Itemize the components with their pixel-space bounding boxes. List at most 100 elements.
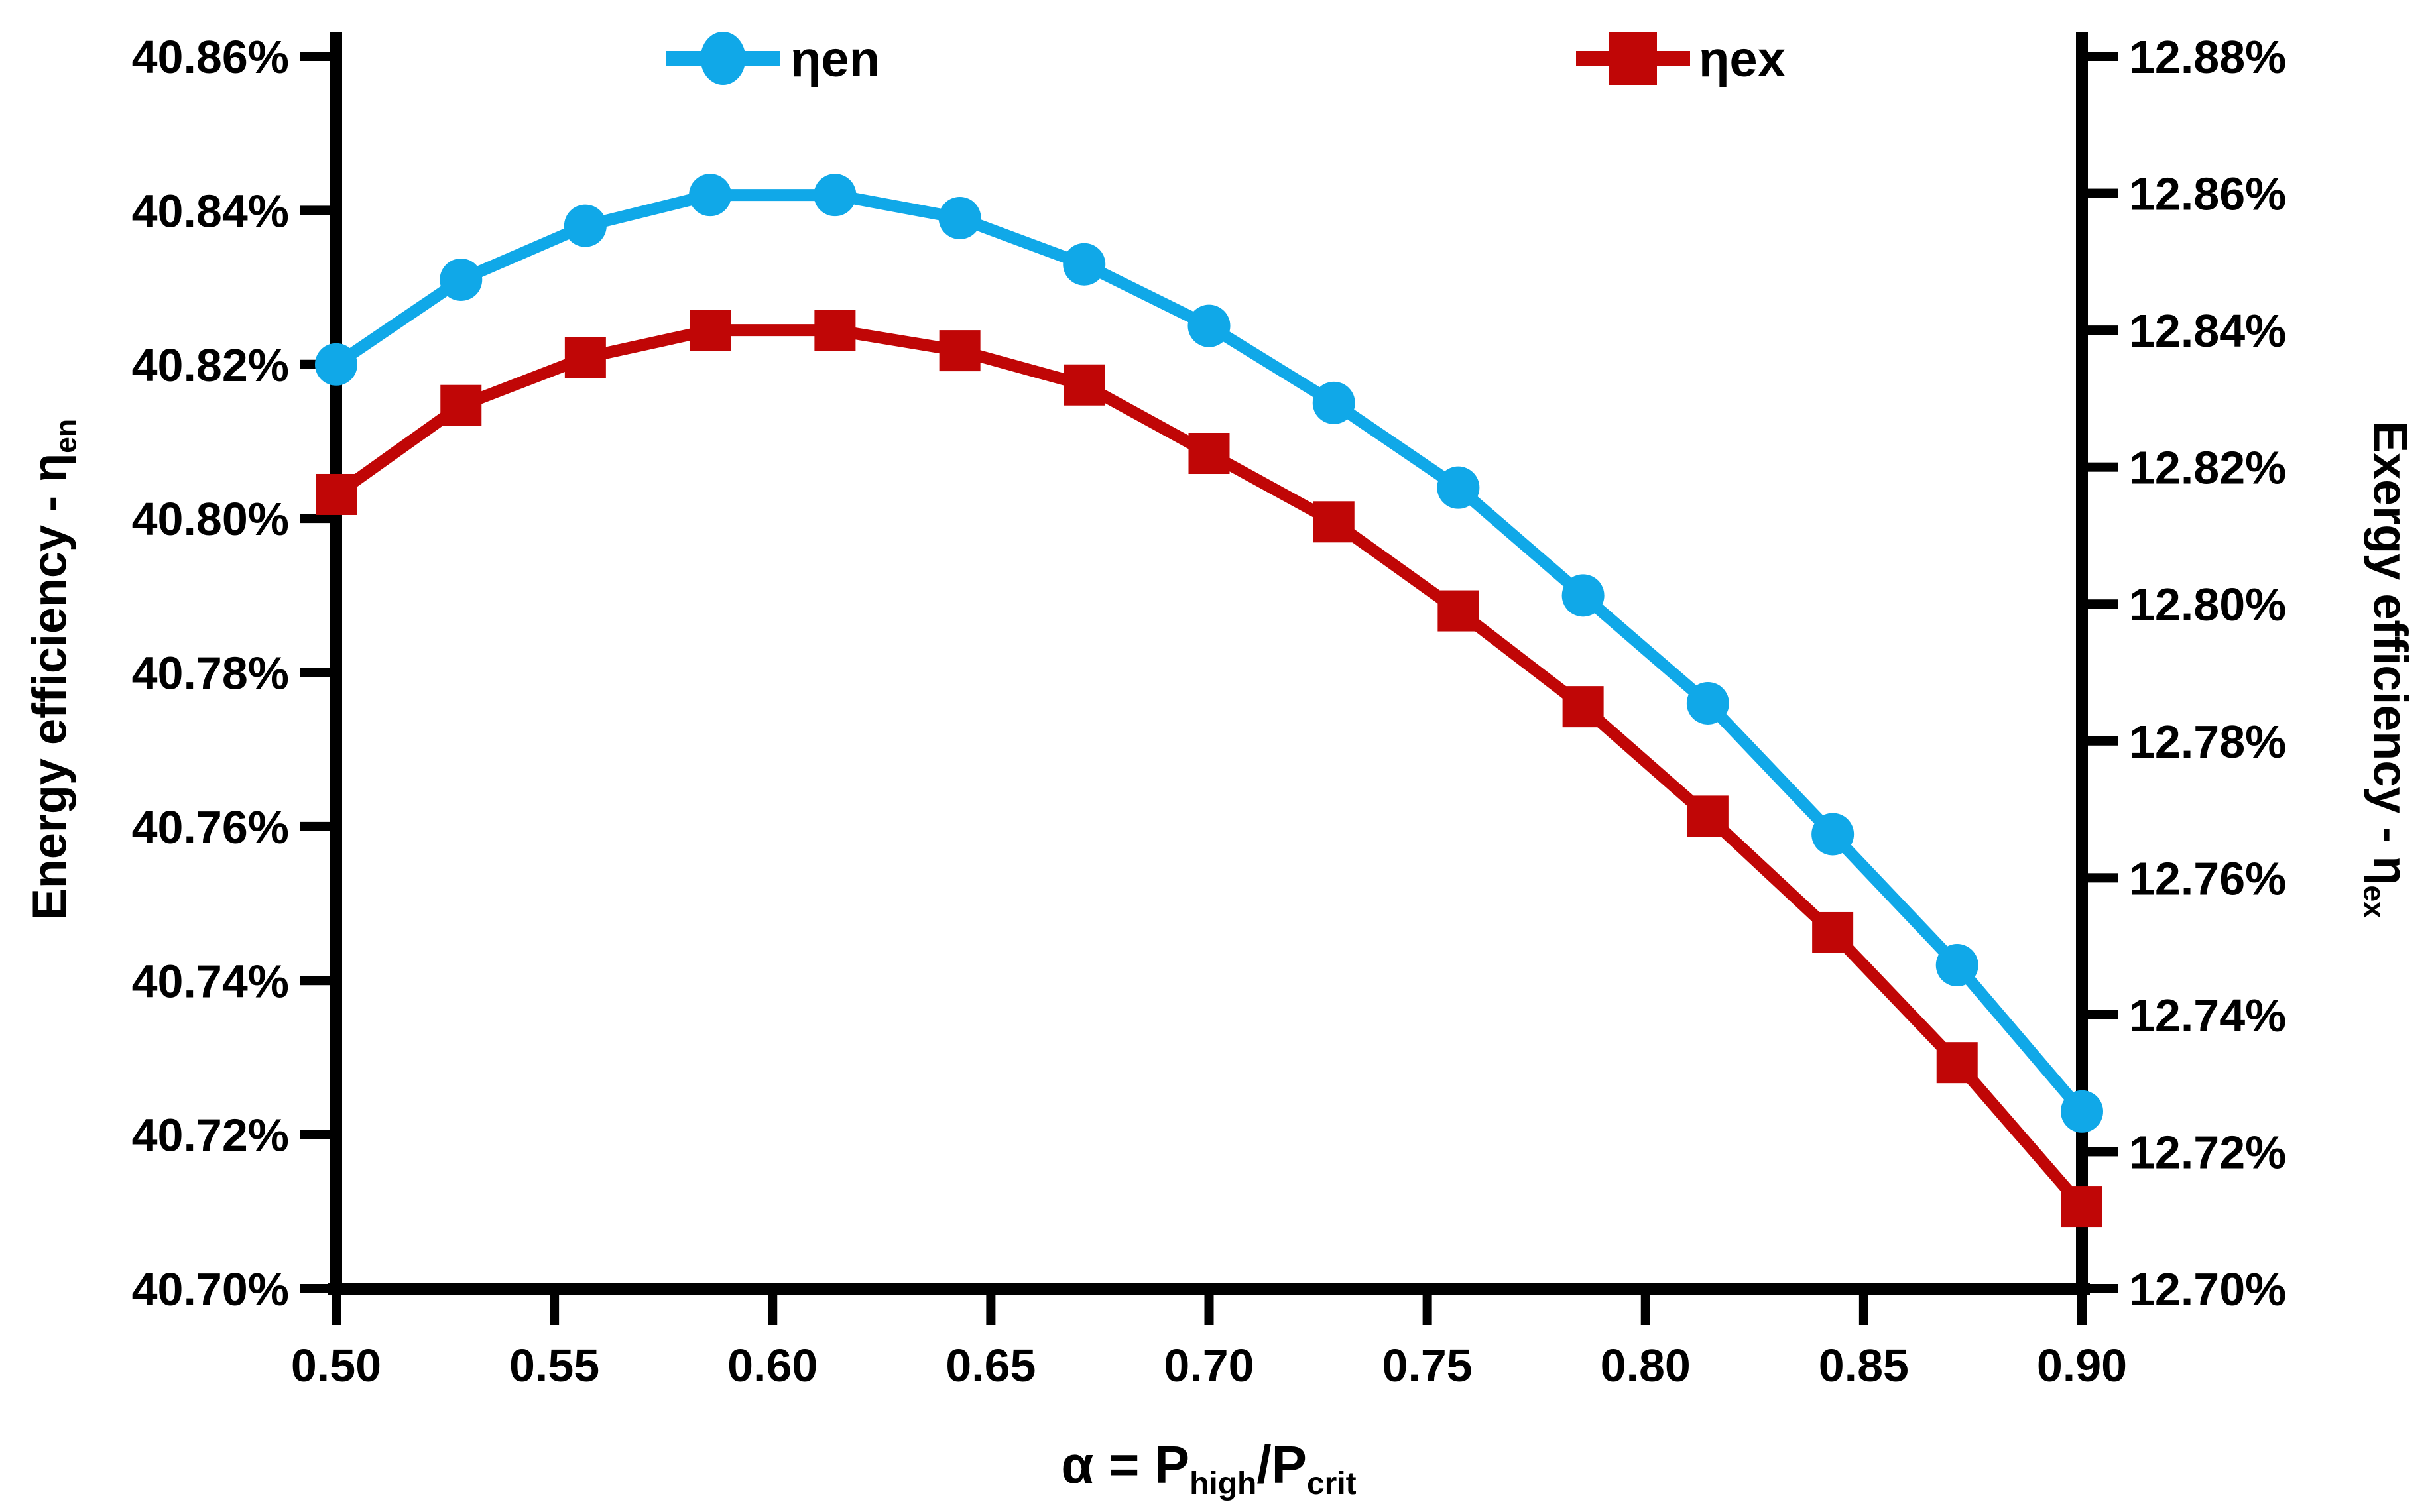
data-point-square-ηex [939,330,981,372]
y-axis-right-tick [2088,462,2118,472]
legend-marker-circle [700,32,746,85]
y-axis-right-tick-label: 12.82% [2129,442,2286,494]
y-axis-left-tick [300,1130,330,1139]
data-point-circle-ηen [1187,304,1231,347]
y-axis-right-tick [2088,1147,2118,1157]
data-point-circle-ηen [1063,243,1106,286]
x-axis-title-sub-high: high [1189,1466,1257,1501]
y-axis-right-tick [2088,873,2118,883]
data-point-circle-ηen [440,258,483,301]
data-point-square-ηex [1936,1042,1978,1084]
x-axis-tick-label: 0.55 [509,1340,599,1391]
legend-marker-square [1609,32,1657,85]
data-point-circle-ηen [564,204,607,247]
y-axis-right-tick-label: 12.84% [2129,305,2286,357]
y-axis-left-tick-label: 40.84% [132,185,289,237]
data-point-square-ηex [1437,590,1479,632]
y-axis-right-line [2076,32,2088,1295]
data-point-circle-ηen [2061,1090,2103,1133]
x-axis-tick [986,1295,996,1325]
y-axis-left-tick [300,52,330,61]
axes-layer: 40.86% 40.84% 40.82% 40.80% 40.78% 40.76% 40.7… [132,31,2287,1391]
data-point-circle-ηen [938,196,981,239]
legend-label-exergy-series: ηex [1699,31,1786,87]
y-axis-right-tick [2088,599,2118,609]
data-point-circle-ηen [1686,681,1729,725]
y-axis-left-tick [300,976,330,986]
data-point-circle-ηen [1561,574,1605,617]
x-axis-title: α = Phigh/Pcrit [1061,1434,1356,1502]
y-axis-right-tick [2088,188,2118,198]
y-axis-right-tick [2088,1010,2118,1019]
y-axis-right-tick-label: 12.70% [2129,1263,2286,1315]
y-axis-left-tick-label: 40.72% [132,1110,289,1161]
y-axis-left-tick-label: 40.76% [132,801,289,853]
right-axis-title-text: Exergy efficiency - η [2363,421,2417,886]
data-point-square-ηex [1562,686,1604,728]
x-axis-tick-label: 0.50 [291,1340,381,1391]
left-axis-title-text: Energy efficiency - η [23,453,77,921]
data-point-square-ηex [1687,795,1729,837]
y-axis-right-tick-label: 12.88% [2129,31,2286,83]
data-point-square-ηex [316,473,357,515]
x-axis-tick [550,1295,560,1325]
data-point-circle-ηen [1437,466,1480,509]
y-axis-left-tick [300,205,330,215]
y-axis-left-tick-label: 40.86% [132,31,289,83]
data-point-square-ηex [440,384,482,426]
x-axis-tick-label: 0.85 [1819,1340,1909,1391]
y-axis-left-tick-label: 40.80% [132,493,289,545]
data-point-square-ηex [1313,501,1355,543]
x-axis-tick-label: 0.75 [1382,1340,1473,1391]
data-point-circle-ηen [689,174,732,217]
y-axis-right-tick-label: 12.78% [2129,716,2286,768]
y-axis-left-tick-label: 40.82% [132,339,289,391]
data-point-square-ηex [814,310,856,351]
x-axis-tick [2077,1295,2087,1325]
x-axis-tick-label: 0.60 [727,1340,818,1391]
x-axis-tick-label: 0.70 [1164,1340,1254,1391]
series-layer [315,174,2103,1228]
x-axis-tick [768,1295,778,1325]
y-axis-right-tick-label: 12.80% [2129,579,2286,630]
y-axis-left-tick [300,821,330,831]
data-point-square-ηex [1812,911,1854,953]
right-axis-title: Exergy efficiency - ηex [2356,421,2417,918]
y-axis-left-tick-label: 40.74% [132,955,289,1007]
data-point-circle-ηen [1312,381,1355,424]
legend-label-energy-series: ηen [790,31,881,87]
data-point-square-ηex [2061,1186,2102,1228]
x-axis-tick [1204,1295,1214,1325]
y-axis-right-tick-label: 12.76% [2129,852,2286,904]
y-axis-right-tick-label: 12.86% [2129,168,2286,220]
right-axis-title-subscript: ex [2357,885,2390,918]
y-axis-right-tick-label: 12.74% [2129,990,2286,1041]
data-point-square-ηex [690,310,731,351]
y-axis-left-tick-label: 40.70% [132,1263,289,1315]
y-axis-right-tick-label: 12.72% [2129,1126,2286,1178]
x-axis-tick-label: 0.90 [2037,1340,2127,1391]
y-axis-left-tick [300,514,330,524]
x-axis-line [328,1283,2090,1295]
data-point-circle-ηen [315,343,357,386]
data-point-circle-ηen [1935,944,1978,987]
y-axis-left-tick-label: 40.78% [132,648,289,699]
x-axis-title-slash: /P [1256,1435,1307,1494]
data-point-circle-ηen [1811,813,1855,856]
data-point-square-ηex [1188,433,1230,475]
y-axis-right-tick [2088,52,2118,61]
x-axis-tick-label: 0.80 [1601,1340,1691,1391]
data-point-square-ηex [1064,364,1105,406]
y-axis-right-tick [2088,736,2118,746]
x-axis-tick [1640,1295,1650,1325]
legend-layer [666,32,1690,85]
y-axis-right-tick [2088,1284,2118,1293]
x-axis-tick [1858,1295,1868,1325]
x-axis-tick [1422,1295,1432,1325]
left-axis-title-subscript: en [50,418,83,453]
x-axis-tick [332,1295,341,1325]
x-axis-title-alpha: α = P [1061,1435,1190,1494]
y-axis-left-tick [300,668,330,677]
